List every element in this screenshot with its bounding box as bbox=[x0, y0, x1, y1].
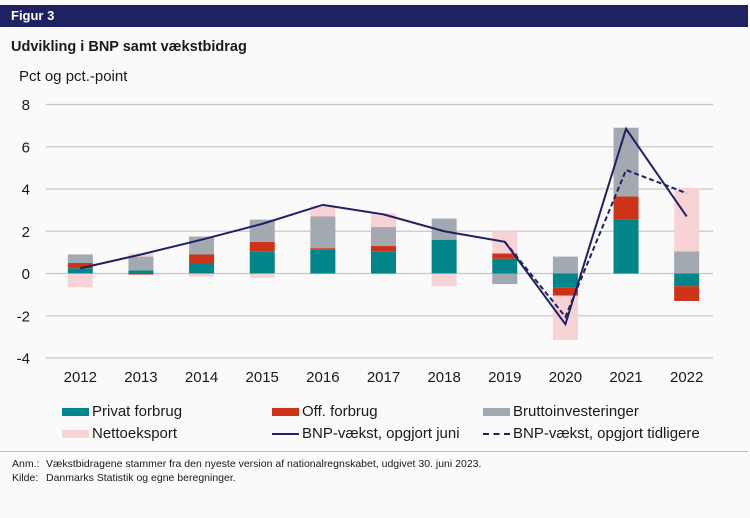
legend-item-bnp-juni: BNP-vækst, opgjort juni bbox=[272, 425, 460, 442]
bar-bruttoinvesteringer-2016 bbox=[310, 216, 336, 249]
legend-swatch-off-forbrug bbox=[272, 407, 299, 416]
bar-off-forbrug-2014 bbox=[189, 254, 215, 264]
bar-bruttoinvesteringer-2022 bbox=[674, 251, 700, 274]
y-tick-label: 4 bbox=[22, 182, 30, 199]
bar-off-forbrug-2017 bbox=[371, 246, 396, 252]
x-tick-label: 2014 bbox=[185, 369, 218, 386]
legend-swatch-bruttoinvesteringer bbox=[483, 407, 510, 416]
figure-header-bar: Figur 3 bbox=[0, 5, 748, 27]
y-tick-label: 6 bbox=[22, 139, 30, 156]
note-kilde: Kilde: Danmarks Statistik og egne beregni… bbox=[12, 472, 236, 484]
x-tick-label: 2017 bbox=[367, 369, 400, 386]
bar-nettoeksport-2016 bbox=[310, 205, 336, 217]
bar-off-forbrug-2012 bbox=[67, 262, 93, 269]
figure-label: Figur 3 bbox=[11, 8, 55, 23]
x-tick-label: 2019 bbox=[488, 369, 521, 386]
bar-bruttoinvesteringer-2012 bbox=[67, 254, 93, 263]
notes-separator bbox=[0, 451, 748, 452]
bar-privat-forbrug-2018 bbox=[431, 239, 457, 274]
x-tick-label: 2015 bbox=[246, 369, 279, 386]
legend-item-nettoeksport: Nettoeksport bbox=[62, 425, 177, 442]
bar-bruttoinvesteringer-2020 bbox=[552, 256, 578, 274]
x-tick-label: 2020 bbox=[549, 369, 582, 386]
y-tick-label: 8 bbox=[22, 97, 30, 114]
x-tick-label: 2021 bbox=[609, 369, 642, 386]
bar-privat-forbrug-2012 bbox=[67, 268, 93, 274]
y-tick-label: 2 bbox=[22, 224, 30, 241]
legend-swatch-dashed-line bbox=[483, 432, 510, 435]
bar-privat-forbrug-2022 bbox=[674, 273, 700, 287]
x-tick-label: 2013 bbox=[124, 369, 157, 386]
y-tick-label: -2 bbox=[17, 308, 30, 325]
bar-nettoeksport-2018 bbox=[431, 273, 457, 287]
bar-privat-forbrug-2021 bbox=[613, 219, 639, 274]
bar-privat-forbrug-2019 bbox=[492, 258, 518, 274]
y-tick-label: -4 bbox=[17, 351, 30, 368]
legend-item-bnp-tidligere: BNP-vækst, opgjort tidligere bbox=[483, 425, 700, 442]
bar-privat-forbrug-2020 bbox=[552, 273, 578, 288]
y-axis-label: Pct og pct.-point bbox=[19, 68, 128, 85]
chart-title: Udvikling i BNP samt vækstbidrag bbox=[11, 39, 247, 55]
y-tick-label: 0 bbox=[22, 266, 30, 283]
bar-nettoeksport-2015 bbox=[249, 273, 275, 278]
legend-label: Off. forbrug bbox=[302, 403, 378, 420]
note-anm: Anm.: Vækstbidragene stammer fra den nyes… bbox=[12, 458, 481, 470]
bar-off-forbrug-2022 bbox=[674, 286, 700, 301]
bar-off-forbrug-2016 bbox=[310, 248, 336, 250]
bar-off-forbrug-2013 bbox=[128, 273, 154, 275]
legend-label: BNP-vækst, opgjort juni bbox=[302, 425, 460, 442]
legend-label: Bruttoinvesteringer bbox=[513, 403, 639, 420]
legend-label: Privat forbrug bbox=[92, 403, 183, 420]
legend-item-off-forbrug: Off. forbrug bbox=[272, 403, 378, 420]
bar-off-forbrug-2020 bbox=[552, 287, 578, 296]
bar-bruttoinvesteringer-2018 bbox=[431, 218, 457, 240]
legend-swatch-solid-line bbox=[272, 432, 299, 435]
bar-bruttoinvesteringer-2017 bbox=[371, 227, 396, 247]
legend-label: BNP-vækst, opgjort tidligere bbox=[513, 425, 700, 442]
bar-bruttoinvesteringer-2019 bbox=[492, 273, 518, 285]
note-kilde-text: Danmarks Statistik og egne beregninger. bbox=[46, 472, 236, 484]
line-bnp-v-kst-opgjort-tidligere bbox=[503, 168, 688, 319]
note-kilde-label: Kilde: bbox=[12, 472, 39, 484]
chart-canvas: 8 6 4 2 0 -2 -4 2012 2013 2014 2015 2016 2017 2018 201… bbox=[17, 97, 713, 386]
x-tick-label: 2022 bbox=[670, 369, 703, 386]
bar-off-forbrug-2015 bbox=[249, 241, 275, 252]
legend-item-bruttoinvesteringer: Bruttoinvesteringer bbox=[483, 403, 639, 420]
note-anm-label: Anm.: bbox=[12, 458, 40, 470]
bar-bruttoinvesteringer-2021 bbox=[613, 127, 639, 197]
bar-privat-forbrug-2015 bbox=[249, 251, 275, 274]
legend-swatch-privat-forbrug bbox=[62, 407, 89, 416]
bar-nettoeksport-2022 bbox=[674, 187, 700, 252]
bar-off-forbrug-2021 bbox=[613, 196, 639, 220]
x-tick-label: 2012 bbox=[64, 369, 97, 386]
legend-label: Nettoeksport bbox=[92, 425, 178, 442]
bar-bruttoinvesteringer-2013 bbox=[128, 256, 154, 271]
bar-nettoeksport-2012 bbox=[67, 273, 93, 288]
note-anm-text: Vækstbidragene stammer fra den nyeste ve… bbox=[46, 458, 482, 470]
x-tick-label: 2016 bbox=[306, 369, 339, 386]
x-tick-label: 2018 bbox=[427, 369, 460, 386]
legend-item-privat-forbrug: Privat forbrug bbox=[62, 403, 182, 420]
bar-off-forbrug-2019 bbox=[492, 253, 518, 259]
bar-privat-forbrug-2017 bbox=[371, 251, 396, 274]
bar-nettoeksport-2014 bbox=[189, 273, 215, 277]
line-bnp-v-kst-opgjort-juni bbox=[80, 126, 688, 327]
bar-privat-forbrug-2016 bbox=[310, 249, 336, 274]
bar-privat-forbrug-2013 bbox=[128, 270, 154, 274]
legend-swatch-nettoeksport bbox=[62, 429, 89, 438]
bar-privat-forbrug-2014 bbox=[189, 263, 215, 274]
